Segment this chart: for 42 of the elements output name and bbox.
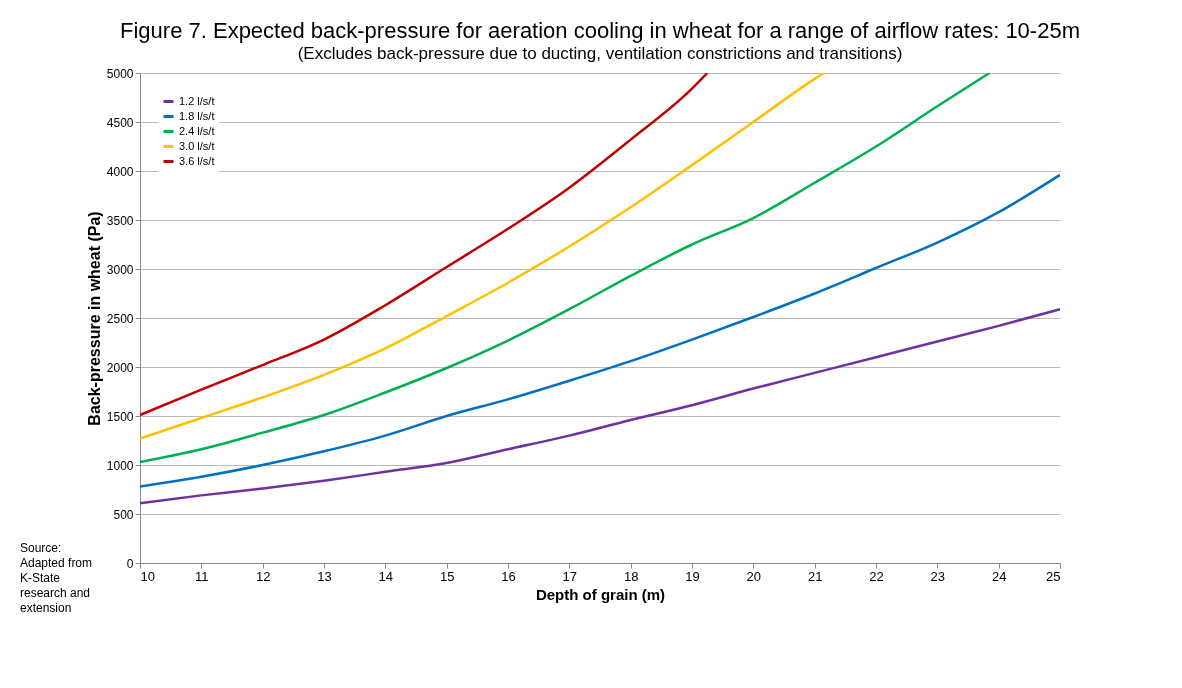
x-tick-label: 18 [623,568,639,584]
legend-label: 3.6 l/s/t [179,154,215,167]
y-tick-label: 4000 [106,164,134,179]
y-tick-label: 1000 [106,458,134,473]
y-tick-label: 4500 [106,115,134,130]
x-tick-label: 16 [501,568,516,584]
x-tick-label: 17 [562,568,578,584]
line-series [140,73,991,464]
legend-label: 1.8 l/s/t [179,109,215,122]
y-tick-label: 5000 [106,66,134,81]
x-axis-title: Depth of grain (m) [535,585,666,603]
source-note: Source: Adapted from K-State research and extension [20,541,93,615]
x-tick-label: 20 [746,568,762,584]
x-tick-label: 23 [930,568,946,584]
y-tick-label: 2500 [106,311,134,326]
y-tick-label: 3500 [106,213,134,228]
y-tick-label: 3000 [106,262,134,277]
chart-title: Figure 7. Expected back-pressure for aeration cooling in wheat for a range of airflow rates: 10-25m [120,18,1080,43]
line-series [140,73,709,417]
y-tick-label: 500 [113,507,134,522]
x-tick-label: 11 [195,568,209,584]
y-axis-title: Back-pressure in wheat (Pa) [85,211,103,426]
x-tick-label: 25 [1046,568,1061,584]
x-tick-label: 24 [991,568,1007,584]
chart-subtitle: (Excludes back-pressure due to ducting, ventilation constrictions and transitions) [297,44,903,63]
x-tick-label: 10 [140,568,155,584]
line-series [140,73,826,440]
x-tick-label: 21 [807,568,823,584]
legend-label: 3.0 l/s/t [179,139,215,152]
x-tick-label: 14 [378,568,394,584]
x-tick-label: 13 [317,568,332,584]
legend-label: 2.4 l/s/t [179,124,215,137]
x-tick-label: 15 [439,568,455,584]
x-tick-label: 12 [255,568,271,584]
y-tick-label: 1500 [106,409,134,424]
y-tick-label: 2000 [106,360,134,375]
x-tick-label: 19 [685,568,700,584]
legend-label: 1.2 l/s/t [179,94,215,107]
line-series [140,307,1060,505]
x-tick-label: 22 [869,568,884,584]
line-series [140,173,1060,488]
y-tick-label: 0 [126,556,134,571]
